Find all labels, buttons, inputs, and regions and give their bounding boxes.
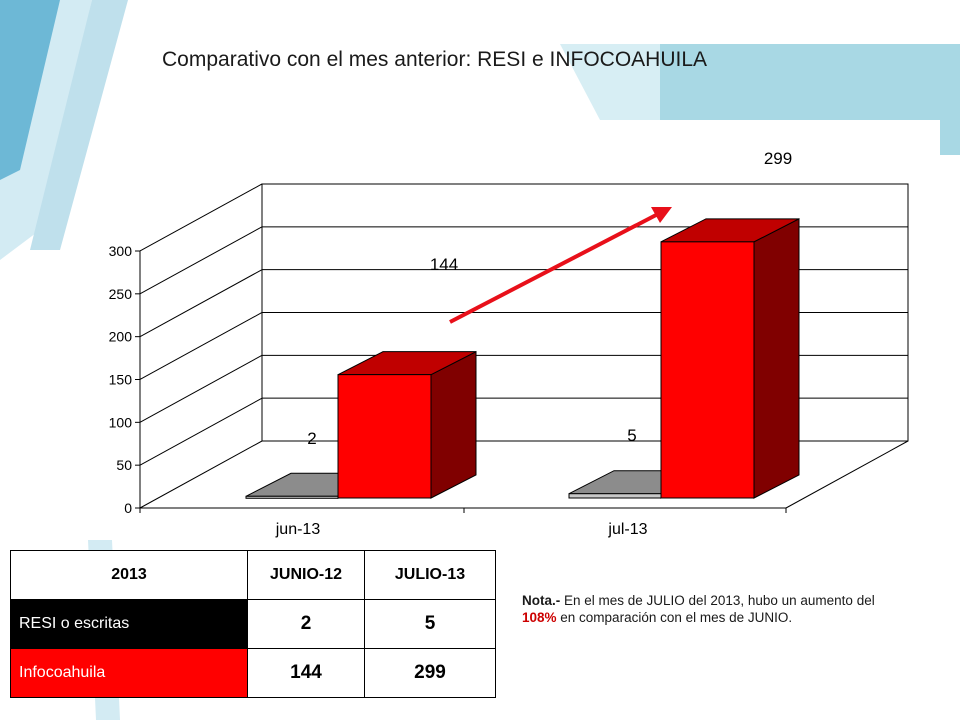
page-title: Comparativo con el mes anterior: RESI e …: [162, 48, 708, 71]
top-right-banner: [660, 44, 960, 120]
row-label-resi: RESI o escritas: [10, 599, 248, 649]
bar-infocoahuila: [660, 241, 755, 499]
note-text: Nota.- En el mes de JULIO del 2013, hubo…: [522, 592, 892, 626]
data-table: 2013 JUNIO-12 JULIO-13 RESI o escritas 2…: [10, 550, 496, 698]
table-header-row: 2013 JUNIO-12 JULIO-13: [10, 550, 496, 600]
table-row: RESI o escritas 2 5: [10, 599, 496, 649]
top-right-banner-fade: [560, 44, 660, 120]
bar-chart: 0 50 100 150 200 250 300 jun-13 jul-13 2 5 144 299: [109, 149, 909, 538]
y-tick-label: 0: [124, 500, 132, 516]
left-blue-band-dark: [0, 0, 60, 180]
gridline-side: [139, 440, 263, 509]
note-prefix: Nota.-: [522, 593, 561, 608]
table-cell: 299: [364, 648, 496, 698]
data-label: 144: [430, 255, 458, 274]
gridline-side: [139, 397, 263, 466]
gridline-side: [139, 354, 263, 423]
row-label-infocoahuila: Infocoahuila: [10, 648, 248, 698]
note-highlight: 108%: [522, 610, 557, 625]
data-label: 5: [627, 426, 636, 445]
data-label: 299: [764, 149, 792, 168]
x-tick-label: jul-13: [607, 521, 647, 538]
left-diagonal-band: [30, 0, 128, 250]
gridline-side: [139, 312, 263, 380]
bar-infocoahuila: [337, 374, 432, 499]
table-header-cell: JUNIO-12: [247, 550, 365, 600]
y-tick-label: 150: [109, 371, 133, 387]
bar-resi: [568, 493, 662, 499]
table-header-cell: JULIO-13: [364, 550, 496, 600]
bar-resi: [245, 495, 339, 499]
trend-arrow-head: [651, 207, 672, 223]
trend-arrow: [449, 212, 659, 324]
table-cell: 5: [364, 599, 496, 649]
floor-right-edge: [785, 440, 909, 509]
x-tick-label: jun-13: [275, 521, 321, 538]
chart-panel: 0 50 100 150 200 250 300 jun-13 jul-13 2 5 144 299: [28, 127, 938, 540]
bar-infocoahuila-side: [753, 218, 800, 499]
data-label: 2: [307, 429, 316, 448]
table-row: Infocoahuila 144 299: [10, 648, 496, 698]
y-tick-label: 300: [109, 243, 133, 259]
table-header-cell: 2013: [10, 550, 248, 600]
bar-infocoahuila-side: [430, 350, 477, 499]
note-text-before: En el mes de JULIO del 2013, hubo un aum…: [560, 593, 875, 608]
table-cell: 2: [247, 599, 365, 649]
gridline-side: [139, 183, 263, 252]
y-tick-label: 50: [116, 457, 132, 473]
gridline-side: [139, 269, 263, 338]
right-side-band: [940, 120, 960, 155]
gridline-side: [139, 226, 263, 295]
table-cell: 144: [247, 648, 365, 698]
note-text-after: en comparación con el mes de JUNIO.: [556, 610, 793, 625]
y-tick-label: 250: [109, 286, 133, 302]
y-tick-label: 200: [109, 329, 133, 345]
y-tick-label: 100: [109, 414, 133, 430]
